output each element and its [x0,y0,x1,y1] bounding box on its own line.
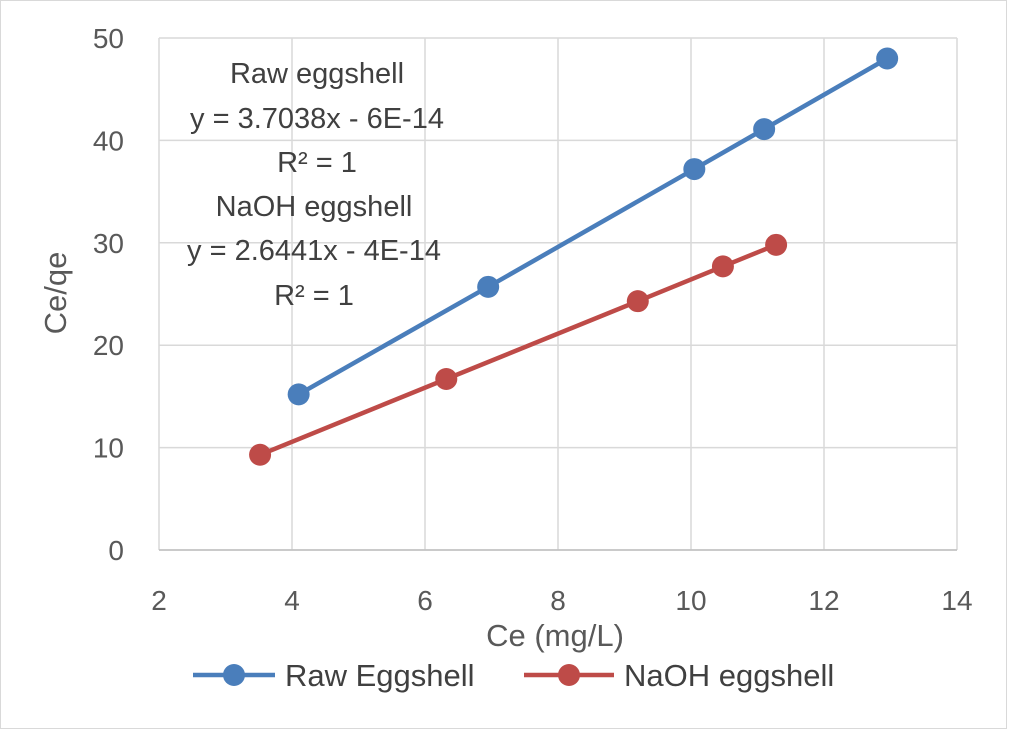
x-tick-label: 14 [941,585,972,616]
annotation-raw-title: Raw eggshell [230,58,404,90]
data-point [765,233,788,256]
annotation-naoh-equation: y = 2.6441x - 4E-14 [187,235,441,267]
data-point [477,275,500,298]
y-tick-label: 30 [93,228,124,259]
series-naoh-eggshell [249,233,788,466]
x-tick-label: 6 [417,585,433,616]
legend-swatch-marker [223,664,245,686]
series-group [249,47,899,466]
y-tick-label: 20 [93,330,124,361]
trendline-annotations: Raw eggshell y = 3.7038x - 6E-14 R² = 1 … [187,58,444,312]
legend-item: NaOH eggshell [524,658,834,693]
legend-label: Raw Eggshell [285,658,475,693]
x-tick-label: 10 [675,585,706,616]
legend-label: NaOH eggshell [624,658,834,693]
y-tick-label: 50 [93,23,124,54]
x-tick-label: 2 [151,585,167,616]
x-axis-title: Ce (mg/L) [486,618,624,653]
data-point [626,290,649,313]
legend-item: Raw Eggshell [193,658,475,693]
y-tick-labels: 0 10 20 30 40 50 [93,23,124,566]
legend-swatch-marker [558,664,580,686]
y-axis-title: Ce/qe [38,252,73,335]
series-raw-eggshell [287,47,899,406]
annotation-naoh-title: NaOH eggshell [216,191,413,223]
x-tick-label: 4 [284,585,300,616]
data-point [876,47,899,70]
series-line [259,242,777,457]
x-tick-label: 8 [550,585,566,616]
y-tick-label: 40 [93,125,124,156]
annotation-raw-r2: R² = 1 [277,147,357,179]
annotation-raw-equation: y = 3.7038x - 6E-14 [190,103,444,135]
gridlines [158,37,958,551]
data-point [753,118,776,141]
data-point [287,383,310,406]
data-point [683,158,706,181]
annotation-naoh-r2: R² = 1 [274,280,354,312]
x-tick-label: 12 [808,585,839,616]
y-tick-label: 10 [93,433,124,464]
data-point [711,255,734,278]
legend: Raw Eggshell NaOH eggshell [193,658,834,693]
data-point [435,367,458,390]
data-point [249,443,272,466]
y-tick-label: 0 [108,535,124,566]
x-tick-labels: 2 4 6 8 10 12 14 [151,585,972,616]
